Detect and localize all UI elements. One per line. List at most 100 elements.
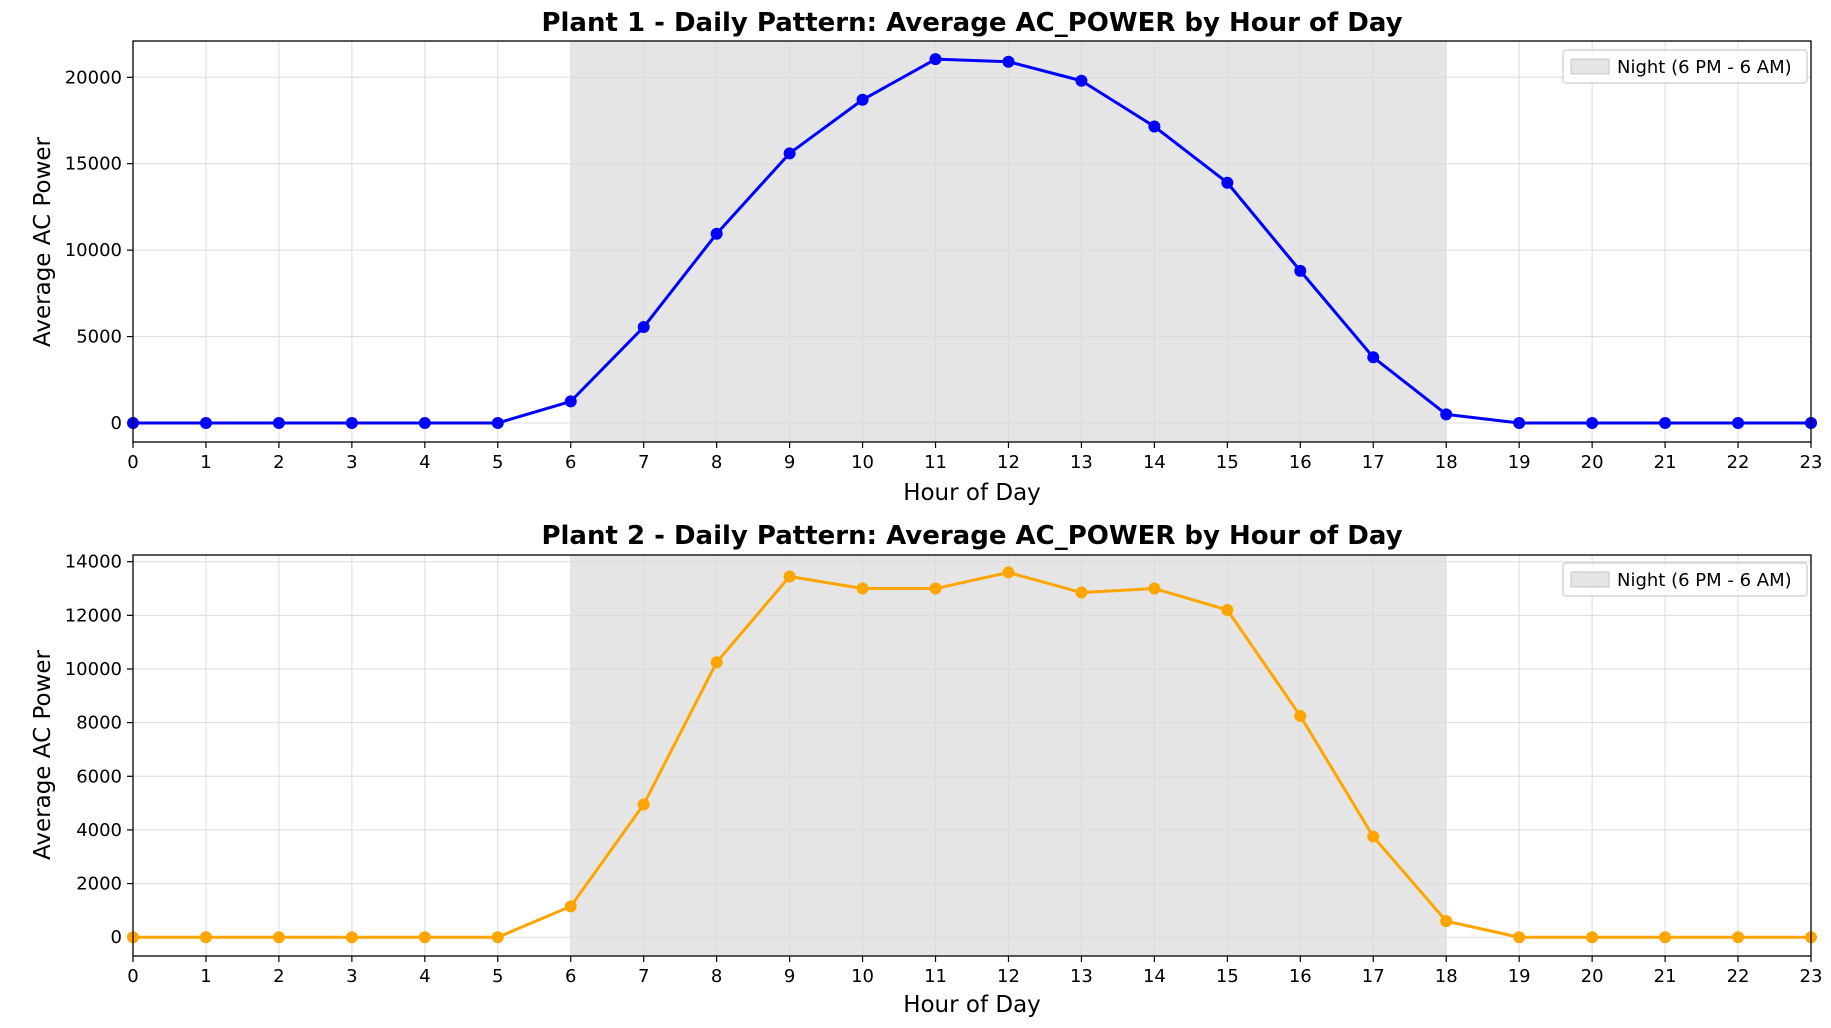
data-point bbox=[1221, 603, 1234, 616]
x-tick-label: 22 bbox=[1727, 452, 1750, 473]
x-tick-label: 2 bbox=[273, 452, 284, 473]
data-point bbox=[1148, 120, 1161, 133]
data-point bbox=[491, 931, 504, 944]
x-tick-label: 3 bbox=[346, 966, 357, 987]
data-point bbox=[1075, 586, 1088, 599]
data-point bbox=[1075, 74, 1088, 87]
data-point bbox=[856, 93, 869, 106]
legend: Night (6 PM - 6 AM) bbox=[1562, 562, 1808, 597]
x-tick-label: 20 bbox=[1581, 452, 1604, 473]
x-tick-label: 9 bbox=[784, 966, 795, 987]
data-point bbox=[564, 900, 577, 913]
x-tick-label: 10 bbox=[851, 966, 874, 987]
legend-box bbox=[1562, 49, 1808, 84]
x-tick-label: 13 bbox=[1070, 452, 1093, 473]
legend-box bbox=[1562, 562, 1808, 597]
data-point bbox=[1586, 416, 1599, 429]
y-tick-label: 2000 bbox=[76, 874, 122, 895]
data-point bbox=[1586, 931, 1599, 944]
subplot-plant-2: Plant 2 - Daily Pattern: Average AC_POWE… bbox=[30, 521, 1822, 1018]
x-tick-label: 11 bbox=[924, 452, 947, 473]
data-point bbox=[272, 416, 285, 429]
x-tick-label: 1 bbox=[200, 452, 211, 473]
data-point bbox=[1513, 931, 1526, 944]
data-point bbox=[564, 395, 577, 408]
x-tick-label: 18 bbox=[1435, 966, 1458, 987]
axes-frame bbox=[132, 40, 1812, 443]
x-tick-label: 12 bbox=[997, 452, 1020, 473]
data-point bbox=[1002, 55, 1015, 68]
x-tick-label: 15 bbox=[1216, 452, 1239, 473]
y-tick-label: 8000 bbox=[76, 713, 122, 734]
y-tick-label: 6000 bbox=[76, 766, 122, 787]
data-point bbox=[1367, 351, 1380, 364]
y-tick-label: 20000 bbox=[65, 67, 122, 88]
data-point bbox=[1440, 408, 1453, 421]
data-point bbox=[1002, 566, 1015, 579]
x-tick-label: 11 bbox=[924, 966, 947, 987]
y-tick-label: 14000 bbox=[65, 552, 122, 573]
x-tick-label: 13 bbox=[1070, 966, 1093, 987]
data-point bbox=[1367, 830, 1380, 843]
plot-area: 0 1 2 3 4 5 6 7 8 9 10 11 12 13 14 15 16 17 18 19 20 21 22 2305… bbox=[65, 40, 1822, 473]
x-tick-label: 22 bbox=[1727, 966, 1750, 987]
data-point bbox=[710, 227, 723, 240]
data-point bbox=[199, 416, 212, 429]
x-tick-label: 0 bbox=[127, 966, 138, 987]
x-tick-label: 7 bbox=[638, 966, 649, 987]
x-tick-label: 23 bbox=[1800, 966, 1823, 987]
y-tick-label: 0 bbox=[111, 413, 122, 434]
legend: Night (6 PM - 6 AM) bbox=[1562, 49, 1808, 84]
data-point bbox=[637, 798, 650, 811]
x-axis-label: Hour of Day bbox=[903, 480, 1041, 506]
data-point bbox=[1732, 416, 1745, 429]
x-tick-label: 19 bbox=[1508, 452, 1531, 473]
y-tick-label: 0 bbox=[111, 927, 122, 948]
plot-area: 0 1 2 3 4 5 6 7 8 9 10 11 12 13 14 15 16 17 18 19 20 21 22 2302… bbox=[65, 552, 1823, 987]
data-point bbox=[1659, 416, 1672, 429]
x-tick-label: 10 bbox=[851, 452, 874, 473]
x-tick-label: 17 bbox=[1362, 452, 1385, 473]
legend-label: Night (6 PM - 6 AM) bbox=[1617, 570, 1792, 591]
y-tick-label: 5000 bbox=[76, 327, 122, 348]
y-tick-label: 10000 bbox=[65, 240, 122, 261]
y-tick-label: 15000 bbox=[65, 154, 122, 175]
series-line bbox=[131, 57, 1813, 425]
data-point bbox=[1732, 931, 1745, 944]
x-tick-label: 9 bbox=[784, 452, 795, 473]
chart-title: Plant 1 - Daily Pattern: Average AC_POWE… bbox=[541, 8, 1402, 38]
data-point bbox=[199, 931, 212, 944]
x-tick-label: 18 bbox=[1435, 452, 1458, 473]
x-tick-label: 8 bbox=[711, 452, 722, 473]
data-point bbox=[637, 321, 650, 334]
y-axis-label: Average AC Power bbox=[30, 136, 56, 347]
x-tick-label: 21 bbox=[1654, 452, 1677, 473]
data-point bbox=[418, 931, 431, 944]
x-tick-label: 0 bbox=[127, 452, 138, 473]
x-tick-label: 5 bbox=[492, 452, 503, 473]
x-tick-label: 16 bbox=[1289, 966, 1312, 987]
data-point bbox=[1148, 582, 1161, 595]
x-tick-label: 8 bbox=[711, 966, 722, 987]
x-tick-label: 7 bbox=[638, 452, 649, 473]
x-tick-label: 4 bbox=[419, 966, 430, 987]
x-tick-label: 6 bbox=[565, 452, 576, 473]
x-tick-label: 14 bbox=[1143, 966, 1166, 987]
legend-swatch bbox=[1570, 571, 1610, 588]
data-point bbox=[783, 570, 796, 583]
data-point bbox=[345, 416, 358, 429]
data-point bbox=[272, 931, 285, 944]
data-point bbox=[783, 147, 796, 160]
data-point bbox=[1221, 176, 1234, 189]
data-point bbox=[1513, 416, 1526, 429]
data-point bbox=[491, 416, 504, 429]
legend-swatch bbox=[1570, 58, 1610, 75]
x-tick-label: 6 bbox=[565, 966, 576, 987]
axes-frame bbox=[132, 554, 1812, 957]
x-tick-label: 19 bbox=[1508, 966, 1531, 987]
data-point bbox=[1659, 931, 1672, 944]
x-tick-label: 14 bbox=[1143, 452, 1166, 473]
data-point bbox=[1294, 709, 1307, 722]
